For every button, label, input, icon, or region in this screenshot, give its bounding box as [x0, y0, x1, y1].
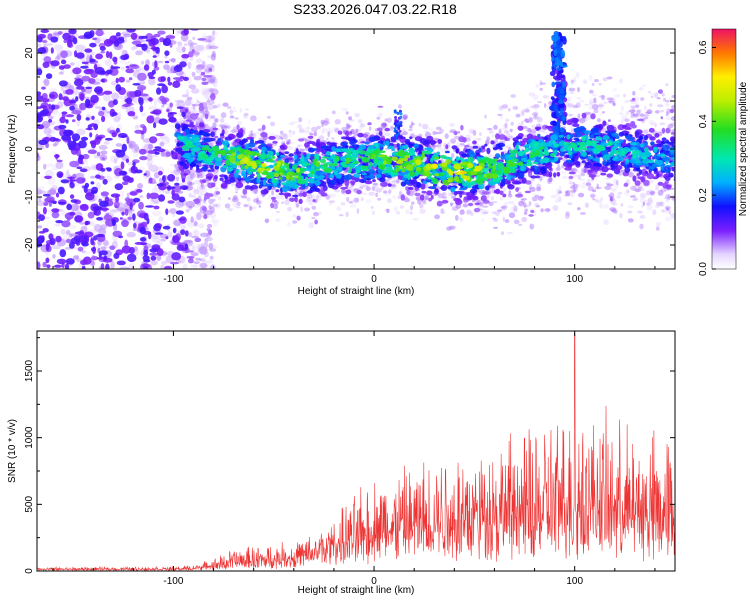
snr-ytick-label: 1500 [24, 359, 35, 382]
snr-frame [36, 330, 676, 572]
spectrogram-ytick-label: -10 [24, 189, 35, 204]
spectrogram-ytick-label: -20 [24, 237, 35, 252]
snr-ylabel: SNR (10 * v/v) [7, 419, 18, 483]
spectrogram-ytick-label: 10 [24, 95, 35, 107]
snr-xtick-label: -100 [163, 576, 183, 587]
spectrogram-ylabel: Frequency (Hz) [7, 115, 18, 184]
colorbar-tick-label: 0.4 [698, 114, 709, 128]
colorbar-tick-label: 0.0 [698, 262, 709, 276]
colorbar-ticks: 0.0 0.2 0.4 0.6 [698, 40, 716, 276]
spectrogram-ytick-label: 20 [24, 47, 35, 59]
snr-xlabel: Height of straight line (km) [298, 585, 415, 596]
colorbar-gradient [711, 28, 737, 270]
colorbar-tick-label: 0.2 [698, 188, 709, 202]
snr-xtick-label: 0 [371, 576, 377, 587]
snr-ytick-label: 1000 [24, 426, 35, 449]
snr-ytick-label: 0 [24, 568, 35, 574]
spectrogram-ytick-label: 0 [24, 146, 35, 152]
colorbar-tick-label: 0.6 [698, 40, 709, 54]
spectrogram-xtick-label: 0 [371, 274, 377, 285]
snr-series-line [37, 333, 675, 571]
colorbar-label: Normalized spectral amplitude [738, 81, 749, 216]
spectrogram-xtick-label: -100 [163, 274, 183, 285]
snr-ytick-label: 500 [24, 496, 35, 513]
snr-xtick-label: 100 [566, 576, 583, 587]
spectrogram-xtick-label: 100 [566, 274, 583, 285]
spectrogram-xlabel: Height of straight line (km) [298, 286, 415, 297]
figure-title: S233.2026.047.03.22.R18 [293, 1, 457, 17]
spectrogram-heatmap [37, 29, 675, 269]
colorbar: 0.0 0.2 0.4 0.6 Normalized spectral amplitu… [698, 28, 749, 276]
